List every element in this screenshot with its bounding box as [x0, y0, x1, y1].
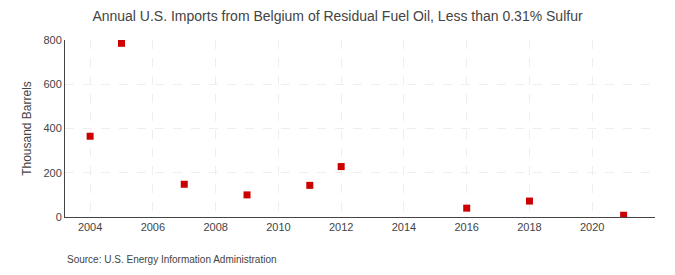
svg-text:Annual U.S. Imports from Belgi: Annual U.S. Imports from Belgium of Resi…	[92, 8, 583, 24]
svg-text:2008: 2008	[203, 221, 227, 233]
svg-text:Thousand Barrels: Thousand Barrels	[20, 81, 34, 176]
svg-text:2016: 2016	[454, 221, 478, 233]
svg-text:2004: 2004	[78, 221, 102, 233]
svg-text:200: 200	[43, 167, 61, 179]
svg-text:400: 400	[43, 122, 61, 134]
svg-text:2010: 2010	[266, 221, 290, 233]
svg-text:2020: 2020	[580, 221, 604, 233]
svg-text:800: 800	[43, 34, 61, 46]
svg-text:2012: 2012	[329, 221, 353, 233]
svg-text:600: 600	[43, 78, 61, 90]
svg-text:0: 0	[56, 211, 62, 223]
svg-text:2006: 2006	[141, 221, 165, 233]
svg-text:2014: 2014	[392, 221, 416, 233]
svg-text:Source: U.S. Energy Informatio: Source: U.S. Energy Information Administ…	[67, 254, 277, 265]
svg-text:2018: 2018	[517, 221, 541, 233]
